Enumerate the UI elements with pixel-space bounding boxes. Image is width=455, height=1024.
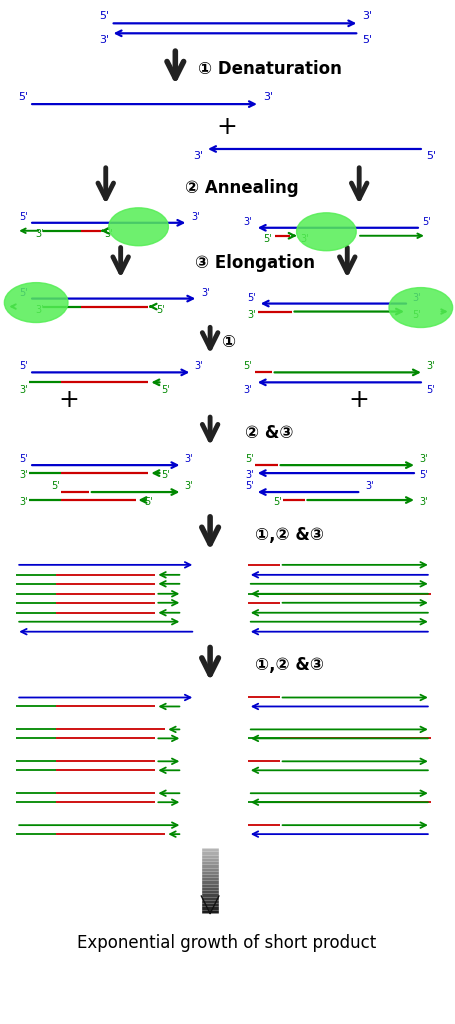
Text: 5': 5' — [19, 454, 28, 464]
Text: 5': 5' — [246, 481, 254, 492]
Text: ①: ① — [221, 334, 235, 351]
Text: 5': 5' — [362, 35, 372, 45]
Ellipse shape — [5, 283, 68, 323]
Text: ①,② &③: ①,② &③ — [255, 655, 324, 674]
Text: 5': 5' — [161, 470, 170, 480]
Text: 5': 5' — [426, 385, 435, 395]
Text: 5': 5' — [19, 361, 28, 372]
Text: 5': 5' — [144, 497, 153, 507]
Text: 3': 3' — [184, 454, 192, 464]
Text: 5': 5' — [243, 361, 252, 372]
Text: 3': 3' — [263, 92, 273, 102]
Text: 3': 3' — [19, 385, 28, 395]
Ellipse shape — [389, 288, 453, 328]
Text: 3': 3' — [365, 481, 374, 492]
Text: 3': 3' — [193, 151, 203, 161]
Text: 5': 5' — [19, 288, 28, 298]
Text: 3': 3' — [19, 497, 28, 507]
Text: 5': 5' — [413, 309, 421, 319]
Text: +: + — [59, 388, 80, 413]
Text: ② &③: ② &③ — [246, 424, 294, 442]
Text: +: + — [349, 388, 369, 413]
Text: ① Denaturation: ① Denaturation — [198, 60, 342, 78]
Text: 3': 3' — [300, 233, 309, 244]
Text: 3': 3' — [413, 293, 421, 302]
Text: 3': 3' — [35, 304, 44, 314]
Text: 3': 3' — [194, 361, 202, 372]
Text: 5': 5' — [99, 11, 109, 22]
Ellipse shape — [297, 213, 356, 251]
Text: 5': 5' — [156, 304, 165, 314]
Text: 5': 5' — [104, 228, 113, 239]
Text: ③ Elongation: ③ Elongation — [195, 254, 315, 271]
Text: 5': 5' — [52, 481, 61, 492]
Text: 5': 5' — [263, 233, 272, 244]
Text: 5': 5' — [248, 293, 256, 302]
Text: 3': 3' — [99, 35, 109, 45]
Text: Exponential growth of short product: Exponential growth of short product — [77, 934, 377, 952]
Text: 3': 3' — [184, 481, 192, 492]
Text: 3': 3' — [420, 454, 428, 464]
Text: 3': 3' — [426, 361, 435, 372]
Text: 5': 5' — [422, 217, 431, 226]
Text: 3': 3' — [246, 470, 254, 480]
Text: 3': 3' — [248, 309, 256, 319]
Text: 3': 3' — [201, 288, 209, 298]
Text: 5': 5' — [18, 92, 28, 102]
Text: 3': 3' — [19, 470, 28, 480]
Text: 3': 3' — [35, 228, 44, 239]
Text: 3': 3' — [362, 11, 372, 22]
Text: 5': 5' — [426, 151, 436, 161]
Text: 5': 5' — [273, 497, 282, 507]
Text: 3': 3' — [420, 497, 428, 507]
Text: 3': 3' — [243, 385, 252, 395]
Text: 5': 5' — [161, 385, 170, 395]
Text: ② Annealing: ② Annealing — [185, 179, 299, 197]
Text: 5': 5' — [246, 454, 254, 464]
Text: 5': 5' — [19, 212, 28, 222]
Ellipse shape — [109, 208, 168, 246]
Text: 3': 3' — [191, 212, 199, 222]
Text: +: + — [217, 115, 238, 139]
Text: 3': 3' — [243, 217, 252, 226]
Text: 5': 5' — [420, 470, 428, 480]
Text: ①,② &③: ①,② &③ — [255, 526, 324, 544]
